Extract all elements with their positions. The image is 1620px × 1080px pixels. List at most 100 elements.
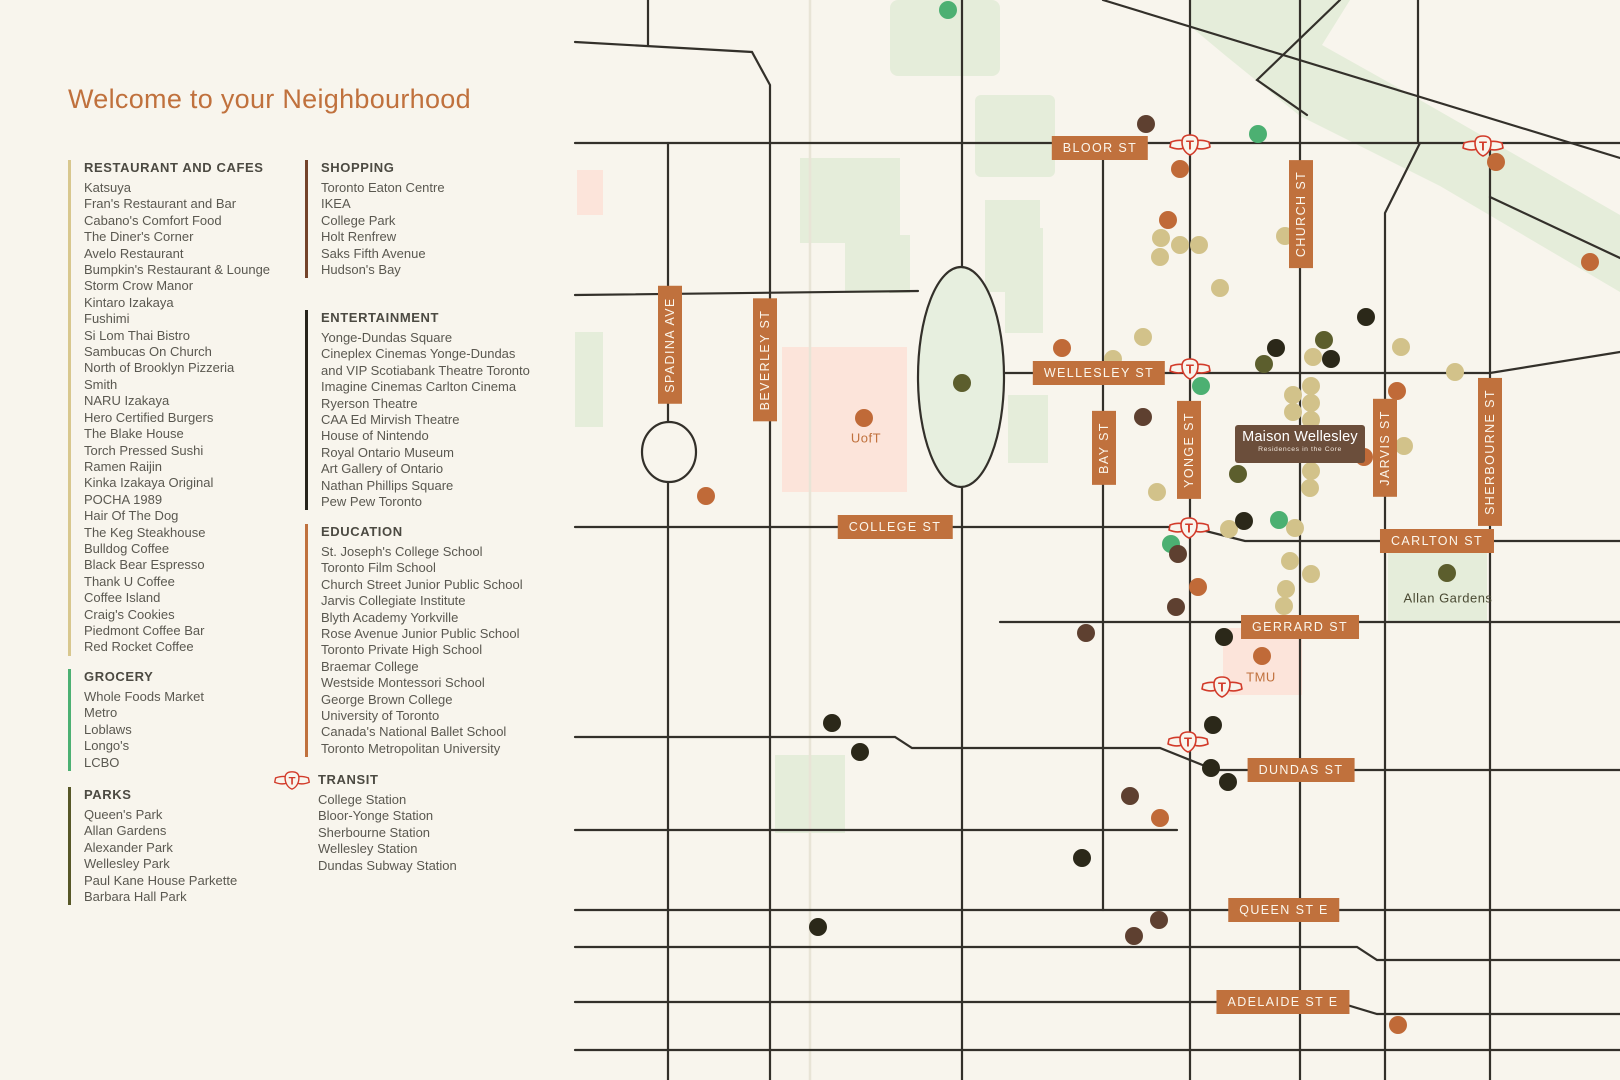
legend-item: Hudson's Bay [321, 262, 401, 278]
map-marker-parks [1229, 465, 1247, 483]
street-label: BEVERLEY ST [753, 298, 777, 422]
map-marker-restaurant [1284, 386, 1302, 404]
legend-item: College Station [318, 792, 407, 807]
legend-item: NARU Izakaya [84, 393, 170, 409]
legend-item: Sherbourne Station [318, 824, 431, 840]
map-marker-entertainment [1073, 849, 1091, 867]
legend-item: Toronto Film School [321, 560, 436, 576]
street-label: DUNDAS ST [1247, 758, 1355, 782]
map-marker-entertainment [1215, 628, 1233, 646]
legend-item: Torch Pressed Sushi [84, 442, 204, 458]
street-label: COLLEGE ST [837, 515, 953, 539]
map-marker-restaurant [1392, 338, 1410, 356]
map-marker-restaurant [1211, 279, 1229, 297]
legend-item: Dundas Subway Station [318, 857, 457, 873]
legend-item: St. Joseph's College School [321, 544, 483, 559]
map-marker-education [855, 409, 873, 427]
residence-title: Maison Wellesley [1242, 429, 1358, 445]
map-marker-restaurant [1304, 348, 1322, 366]
legend-item: Bulldog Coffee [84, 540, 170, 556]
legend-item: Fran's Restaurant and Bar [84, 196, 237, 212]
map-marker-restaurant [1301, 479, 1319, 497]
map-marker-parks [1255, 355, 1273, 373]
residence-subtitle: Residences in the Core [1258, 446, 1342, 453]
legend-item: House of Nintendo [321, 428, 429, 444]
legend-item: Coffee Island [84, 590, 161, 606]
legend-section-title: TRANSIT [318, 772, 379, 787]
park-areas [575, 0, 1620, 833]
map-marker-shopping [1125, 927, 1143, 945]
legend-item: Storm Crow Manor [84, 278, 194, 294]
map-marker-restaurant [1302, 377, 1320, 395]
legend-item: Hero Certified Burgers [84, 409, 214, 425]
legend-item: Avelo Restaurant [84, 245, 184, 261]
legend-item: Barbara Hall Park [84, 889, 187, 905]
legend-item: Red Rocket Coffee [84, 639, 194, 655]
residence-label: Maison Wellesley Residences in the Core [1236, 426, 1364, 462]
map-marker-grocery [1270, 511, 1288, 529]
legend-item: Kintaro Izakaya [84, 294, 174, 310]
map-marker-entertainment [1322, 350, 1340, 368]
legend-item: Smith [84, 376, 118, 392]
map-marker-restaurant [1134, 328, 1152, 346]
ttc-station-icon [1168, 517, 1210, 539]
map-marker-shopping [1150, 911, 1168, 929]
map-marker-shopping [1137, 115, 1155, 133]
legend-item: Toronto Private High School [321, 642, 483, 658]
legend-item: Thank U Coffee [84, 573, 175, 589]
map-marker-restaurant [1284, 403, 1302, 421]
legend-item: Toronto Eaton Centre [321, 180, 445, 195]
map-marker-restaurant [1220, 520, 1238, 538]
area-label: TMU [1246, 669, 1276, 685]
legend-section-title: PARKS [84, 787, 132, 802]
legend-item: Queen's Park [84, 807, 163, 822]
campus-areas [577, 170, 1302, 695]
map-marker-grocery [939, 1, 957, 19]
legend-item: Alexander Park [84, 839, 173, 855]
map-marker-entertainment [1219, 773, 1237, 791]
legend-item: Royal Ontario Museum [321, 444, 454, 460]
map-marker-parks [953, 374, 971, 392]
street-label: SPADINA AVE [658, 286, 682, 404]
map-marker-restaurant [1302, 394, 1320, 412]
street-label: CARLTON ST [1379, 529, 1495, 553]
map-marker-education [1487, 153, 1505, 171]
map-marker-entertainment [1204, 716, 1222, 734]
legend-item: and VIP Scotiabank Theatre Toronto [321, 362, 530, 378]
area-label: UofT [850, 430, 882, 446]
map-marker-grocery [1249, 125, 1267, 143]
street-label: CHURCH ST [1289, 159, 1313, 269]
legend-item: George Brown College [321, 691, 453, 707]
map-marker-restaurant [1190, 236, 1208, 254]
street-label: SHERBOURNE ST [1478, 378, 1502, 526]
map-marker-education [1581, 253, 1599, 271]
street-label: QUEEN ST E [1228, 898, 1340, 922]
legend-section-education: EDUCATION St. Joseph's College School Toro… [305, 524, 523, 758]
street-label: JARVIS ST [1373, 399, 1397, 497]
legend-item: Ryerson Theatre [321, 395, 418, 411]
legend-item: Hair Of The Dog [84, 508, 179, 524]
legend-item: Westside Montessori School [321, 675, 485, 691]
street-label: BAY ST [1092, 411, 1116, 485]
legend-item: Yonge-Dundas Square [321, 330, 453, 345]
legend-item: Allan Gardens [84, 823, 167, 839]
map-marker-restaurant [1446, 363, 1464, 381]
map-marker-parks [1438, 564, 1456, 582]
allan-gardens-area [1388, 553, 1487, 623]
legend-item: Metro [84, 705, 118, 721]
legend-item: University of Toronto [321, 708, 440, 724]
legend-item: IKEA [321, 196, 351, 212]
legend-section-title: EDUCATION [321, 524, 403, 539]
legend-item: Art Gallery of Ontario [321, 461, 444, 477]
map-marker-entertainment [1235, 512, 1253, 530]
map-marker-restaurant [1148, 483, 1166, 501]
page-title: Welcome to your Neighbourhood [68, 84, 471, 114]
map-marker-education [1389, 1016, 1407, 1034]
map-marker-entertainment [1357, 308, 1375, 326]
map-marker-education [697, 487, 715, 505]
legend-item: Fushimi [84, 311, 130, 327]
legend-item: POCHA 1989 [84, 491, 163, 507]
map-marker-restaurant [1275, 597, 1293, 615]
